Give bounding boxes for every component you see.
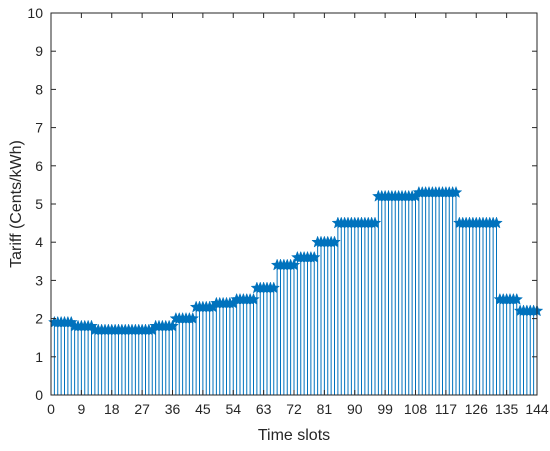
x-tick-label: 63 bbox=[256, 401, 272, 417]
star-marker bbox=[368, 216, 382, 229]
star-marker bbox=[307, 250, 321, 263]
star-marker bbox=[490, 216, 503, 229]
x-axis-ticks: 0 9 18 27 36 45 54 63 72 81 90 99 108 117 126 135 144 bbox=[47, 13, 549, 417]
y-axis-ticks: 0 1 2 3 4 5 6 7 8 9 10 bbox=[27, 5, 537, 403]
x-tick-label: 99 bbox=[377, 401, 393, 417]
x-tick-label: 0 bbox=[47, 401, 55, 417]
marker-series bbox=[47, 185, 544, 336]
star-marker bbox=[166, 319, 179, 332]
x-tick-label: 27 bbox=[134, 401, 150, 417]
y-tick-label: 6 bbox=[35, 158, 43, 174]
stem-series bbox=[53, 192, 538, 395]
y-tick-label: 1 bbox=[35, 349, 43, 365]
x-tick-label: 117 bbox=[435, 401, 458, 417]
y-tick-label: 3 bbox=[35, 272, 43, 288]
x-tick-label: 36 bbox=[165, 401, 181, 417]
star-marker bbox=[510, 292, 524, 305]
y-tick-label: 7 bbox=[35, 120, 43, 136]
y-tick-label: 9 bbox=[35, 43, 43, 59]
x-tick-label: 135 bbox=[495, 401, 519, 417]
x-axis-label: Time slots bbox=[258, 427, 330, 444]
y-axis-label: Tariff (Cents/kWh) bbox=[8, 140, 25, 268]
y-tick-label: 4 bbox=[35, 234, 43, 250]
y-tick-label: 5 bbox=[35, 196, 43, 212]
star-marker bbox=[267, 281, 281, 294]
x-tick-label: 72 bbox=[286, 401, 302, 417]
x-tick-label: 126 bbox=[465, 401, 489, 417]
x-tick-label: 9 bbox=[77, 401, 85, 417]
x-tick-label: 144 bbox=[525, 401, 549, 417]
x-tick-label: 81 bbox=[317, 401, 333, 417]
star-marker bbox=[186, 311, 200, 325]
y-tick-label: 2 bbox=[35, 311, 43, 327]
star-marker bbox=[287, 258, 301, 271]
x-tick-label: 108 bbox=[404, 401, 428, 417]
x-tick-label: 54 bbox=[225, 401, 241, 417]
star-marker bbox=[328, 235, 341, 248]
y-tick-label: 0 bbox=[35, 387, 43, 403]
star-marker bbox=[247, 292, 260, 305]
x-tick-label: 90 bbox=[347, 401, 363, 417]
y-tick-label: 10 bbox=[27, 5, 43, 21]
star-marker bbox=[449, 185, 463, 198]
x-tick-label: 18 bbox=[104, 401, 120, 417]
x-tick-label: 45 bbox=[195, 401, 211, 417]
y-tick-label: 8 bbox=[35, 81, 43, 97]
